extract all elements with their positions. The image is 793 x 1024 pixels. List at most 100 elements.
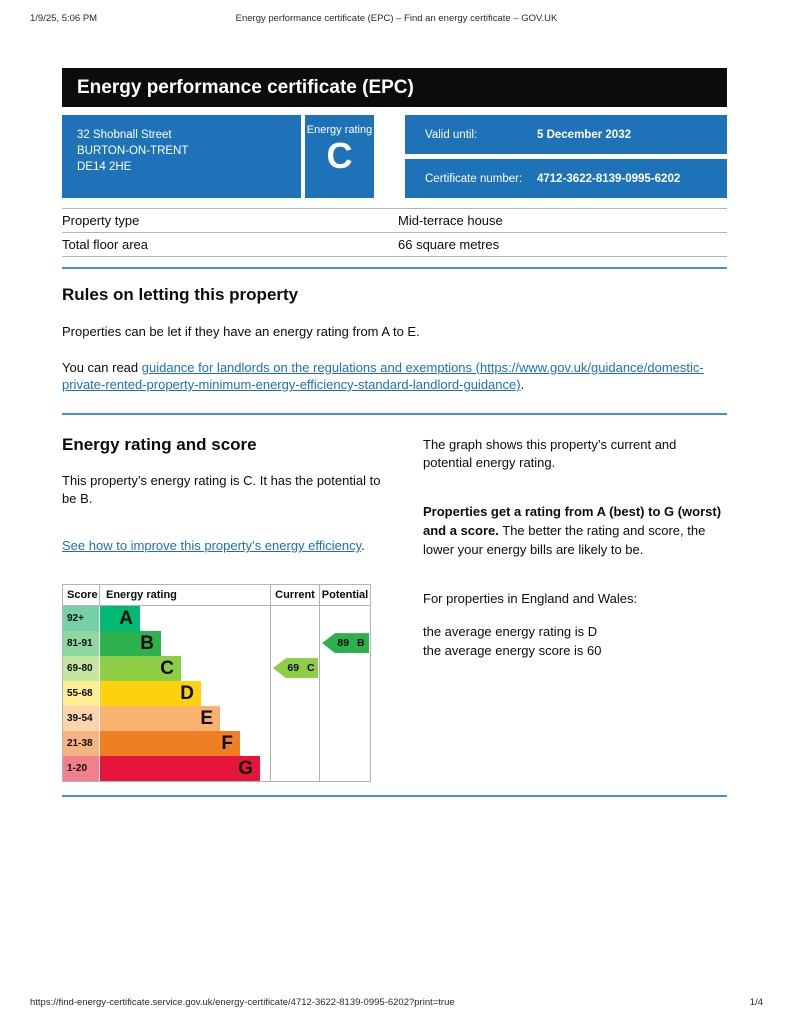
page-title: Energy performance certificate (EPC) <box>62 68 727 107</box>
epc-band-row: 69-80 C <box>63 656 370 682</box>
rating-column-header: Energy rating <box>99 585 270 606</box>
epc-band-row: 92+ A <box>63 606 370 632</box>
potential-column-header: Potential <box>319 585 370 606</box>
band-score-range: 69-80 <box>63 656 99 682</box>
improve-efficiency-paragraph: See how to improve this property’s energ… <box>62 537 394 556</box>
rating-explanation-bold: Properties get a rating from A (best) to… <box>423 504 722 539</box>
current-column-cell <box>270 731 319 757</box>
arrow-letter: C <box>307 662 315 675</box>
potential-column-cell <box>319 731 370 757</box>
property-type-label: Property type <box>62 208 398 233</box>
print-footer-page-number: 1/4 <box>749 997 763 1008</box>
letting-rules-heading: Rules on letting this property <box>62 285 299 304</box>
potential-column-cell <box>319 756 370 782</box>
section-divider <box>62 795 727 798</box>
floor-area-label: Total floor area <box>62 232 398 257</box>
current-rating-arrow: 69 C <box>273 658 318 679</box>
rating-score-heading: Energy rating and score <box>62 434 257 454</box>
energy-rating-label: Energy rating <box>306 124 373 136</box>
guidance-text-suffix: . <box>520 377 525 393</box>
band-bar-area: G <box>99 756 270 782</box>
potential-column-cell <box>319 631 370 657</box>
current-column-cell <box>270 606 319 632</box>
energy-rating-value: C <box>326 135 353 176</box>
current-column-cell <box>270 756 319 782</box>
valid-until-box: Valid until: 5 December 2032 <box>405 115 727 154</box>
band-bar-b: B <box>100 631 161 657</box>
table-row: Property type Mid-terrace house <box>62 208 727 233</box>
improve-efficiency-link[interactable]: See how to improve this property’s energ… <box>62 538 362 554</box>
epc-band-row: 39-54 E <box>63 706 370 732</box>
epc-rating-chart: Score Energy rating Current Potential 92… <box>62 584 371 783</box>
rating-section-right: The graph shows this property’s current … <box>423 415 727 783</box>
potential-column-cell <box>319 656 370 682</box>
arrow-score: 69 <box>287 662 300 675</box>
epc-band-row: 21-38 F <box>63 731 370 757</box>
address-line-2: BURTON-ON-TRENT <box>77 145 189 158</box>
graph-description: The graph shows this property’s current … <box>423 436 677 471</box>
print-footer-url: https://find-energy-certificate.service.… <box>30 997 455 1008</box>
table-row: Total floor area 66 square metres <box>62 232 727 257</box>
band-bar-a: A <box>100 606 140 632</box>
address-line-3: DE14 2HE <box>77 161 132 174</box>
letting-rules-paragraph: Properties can be let if they have an en… <box>62 324 420 339</box>
band-bar-area: A <box>99 606 270 632</box>
band-bar-d: D <box>100 681 201 707</box>
band-score-range: 21-38 <box>63 731 99 757</box>
current-column-header: Current <box>270 585 319 606</box>
band-bar-area: C <box>99 656 270 682</box>
potential-rating-arrow: 89 B <box>322 633 369 654</box>
print-page-title: Energy performance certificate (EPC) – F… <box>235 13 558 24</box>
england-wales-intro: For properties in England and Wales: <box>423 590 638 606</box>
section-divider <box>62 412 727 415</box>
rating-explanation: Properties get a rating from A (best) to… <box>423 503 727 560</box>
potential-column-cell <box>319 606 370 632</box>
band-bar-c: C <box>100 656 181 682</box>
band-bar-area: B <box>99 631 270 657</box>
average-score-line: the average energy score is 60 <box>423 642 602 658</box>
certificate-number-value: 4712-3622-8139-0995-6202 <box>537 172 681 185</box>
band-bar-area: D <box>99 681 270 707</box>
band-score-range: 92+ <box>63 606 99 632</box>
rating-summary-paragraph: This property’s energy rating is C. It h… <box>62 472 381 507</box>
band-bar-e: E <box>100 706 220 732</box>
epc-chart-rows: 92+ A 81-91 B 69-80 C 55-68 D 39-54 E 21-38 F 1-20 G <box>63 606 370 782</box>
arrow-letter: B <box>357 637 365 650</box>
certificate-page: Energy performance certificate (EPC) 32 … <box>62 68 727 798</box>
current-column-cell <box>270 631 319 657</box>
rating-explanation-rest: The better the rating and score, the low… <box>423 523 706 558</box>
score-column-header: Score <box>67 589 98 602</box>
letting-rules-guidance: You can read guidance for landlords on t… <box>62 359 727 394</box>
property-address: 32 Shobnall Street BURTON-ON-TRENT DE14 … <box>62 115 301 198</box>
potential-column-cell <box>319 681 370 707</box>
band-bar-g: G <box>100 756 260 782</box>
band-bar-f: F <box>100 731 240 757</box>
print-timestamp: 1/9/25, 5:06 PM <box>30 13 98 24</box>
address-line-1: 32 Shobnall Street <box>77 129 172 141</box>
potential-column-cell <box>319 706 370 732</box>
band-score-range: 39-54 <box>63 706 99 732</box>
current-column-cell <box>270 681 319 707</box>
certificate-number-label: Certificate number: <box>425 172 523 185</box>
landlord-guidance-link[interactable]: guidance for landlords on the regulation… <box>62 359 704 393</box>
rating-section: Energy rating and score This property’s … <box>62 415 727 783</box>
guidance-text-prefix: You can read <box>62 359 142 375</box>
section-divider <box>62 267 727 269</box>
epc-band-row: 1-20 G <box>63 756 370 782</box>
energy-rating-box: Energy rating C <box>305 115 374 198</box>
validity-column: Valid until: 5 December 2032 Certificate… <box>405 115 727 198</box>
certificate-number-box: Certificate number: 4712-3622-8139-0995-… <box>405 159 727 198</box>
floor-area-value: 66 square metres <box>398 232 727 257</box>
valid-until-label: Valid until: <box>425 128 478 141</box>
epc-band-row: 81-91 B <box>63 631 370 657</box>
epc-chart-header: Score Energy rating Current Potential <box>63 585 370 607</box>
average-rating-line: the average energy rating is D <box>423 623 598 639</box>
epc-band-row: 55-68 D <box>63 681 370 707</box>
rating-section-left: Energy rating and score This property’s … <box>62 415 394 783</box>
band-score-range: 1-20 <box>63 756 99 782</box>
improve-suffix: . <box>361 538 365 554</box>
current-column-cell <box>270 706 319 732</box>
certificate-summary: 32 Shobnall Street BURTON-ON-TRENT DE14 … <box>62 115 727 198</box>
current-column-cell <box>270 656 319 682</box>
band-bar-area: E <box>99 706 270 732</box>
